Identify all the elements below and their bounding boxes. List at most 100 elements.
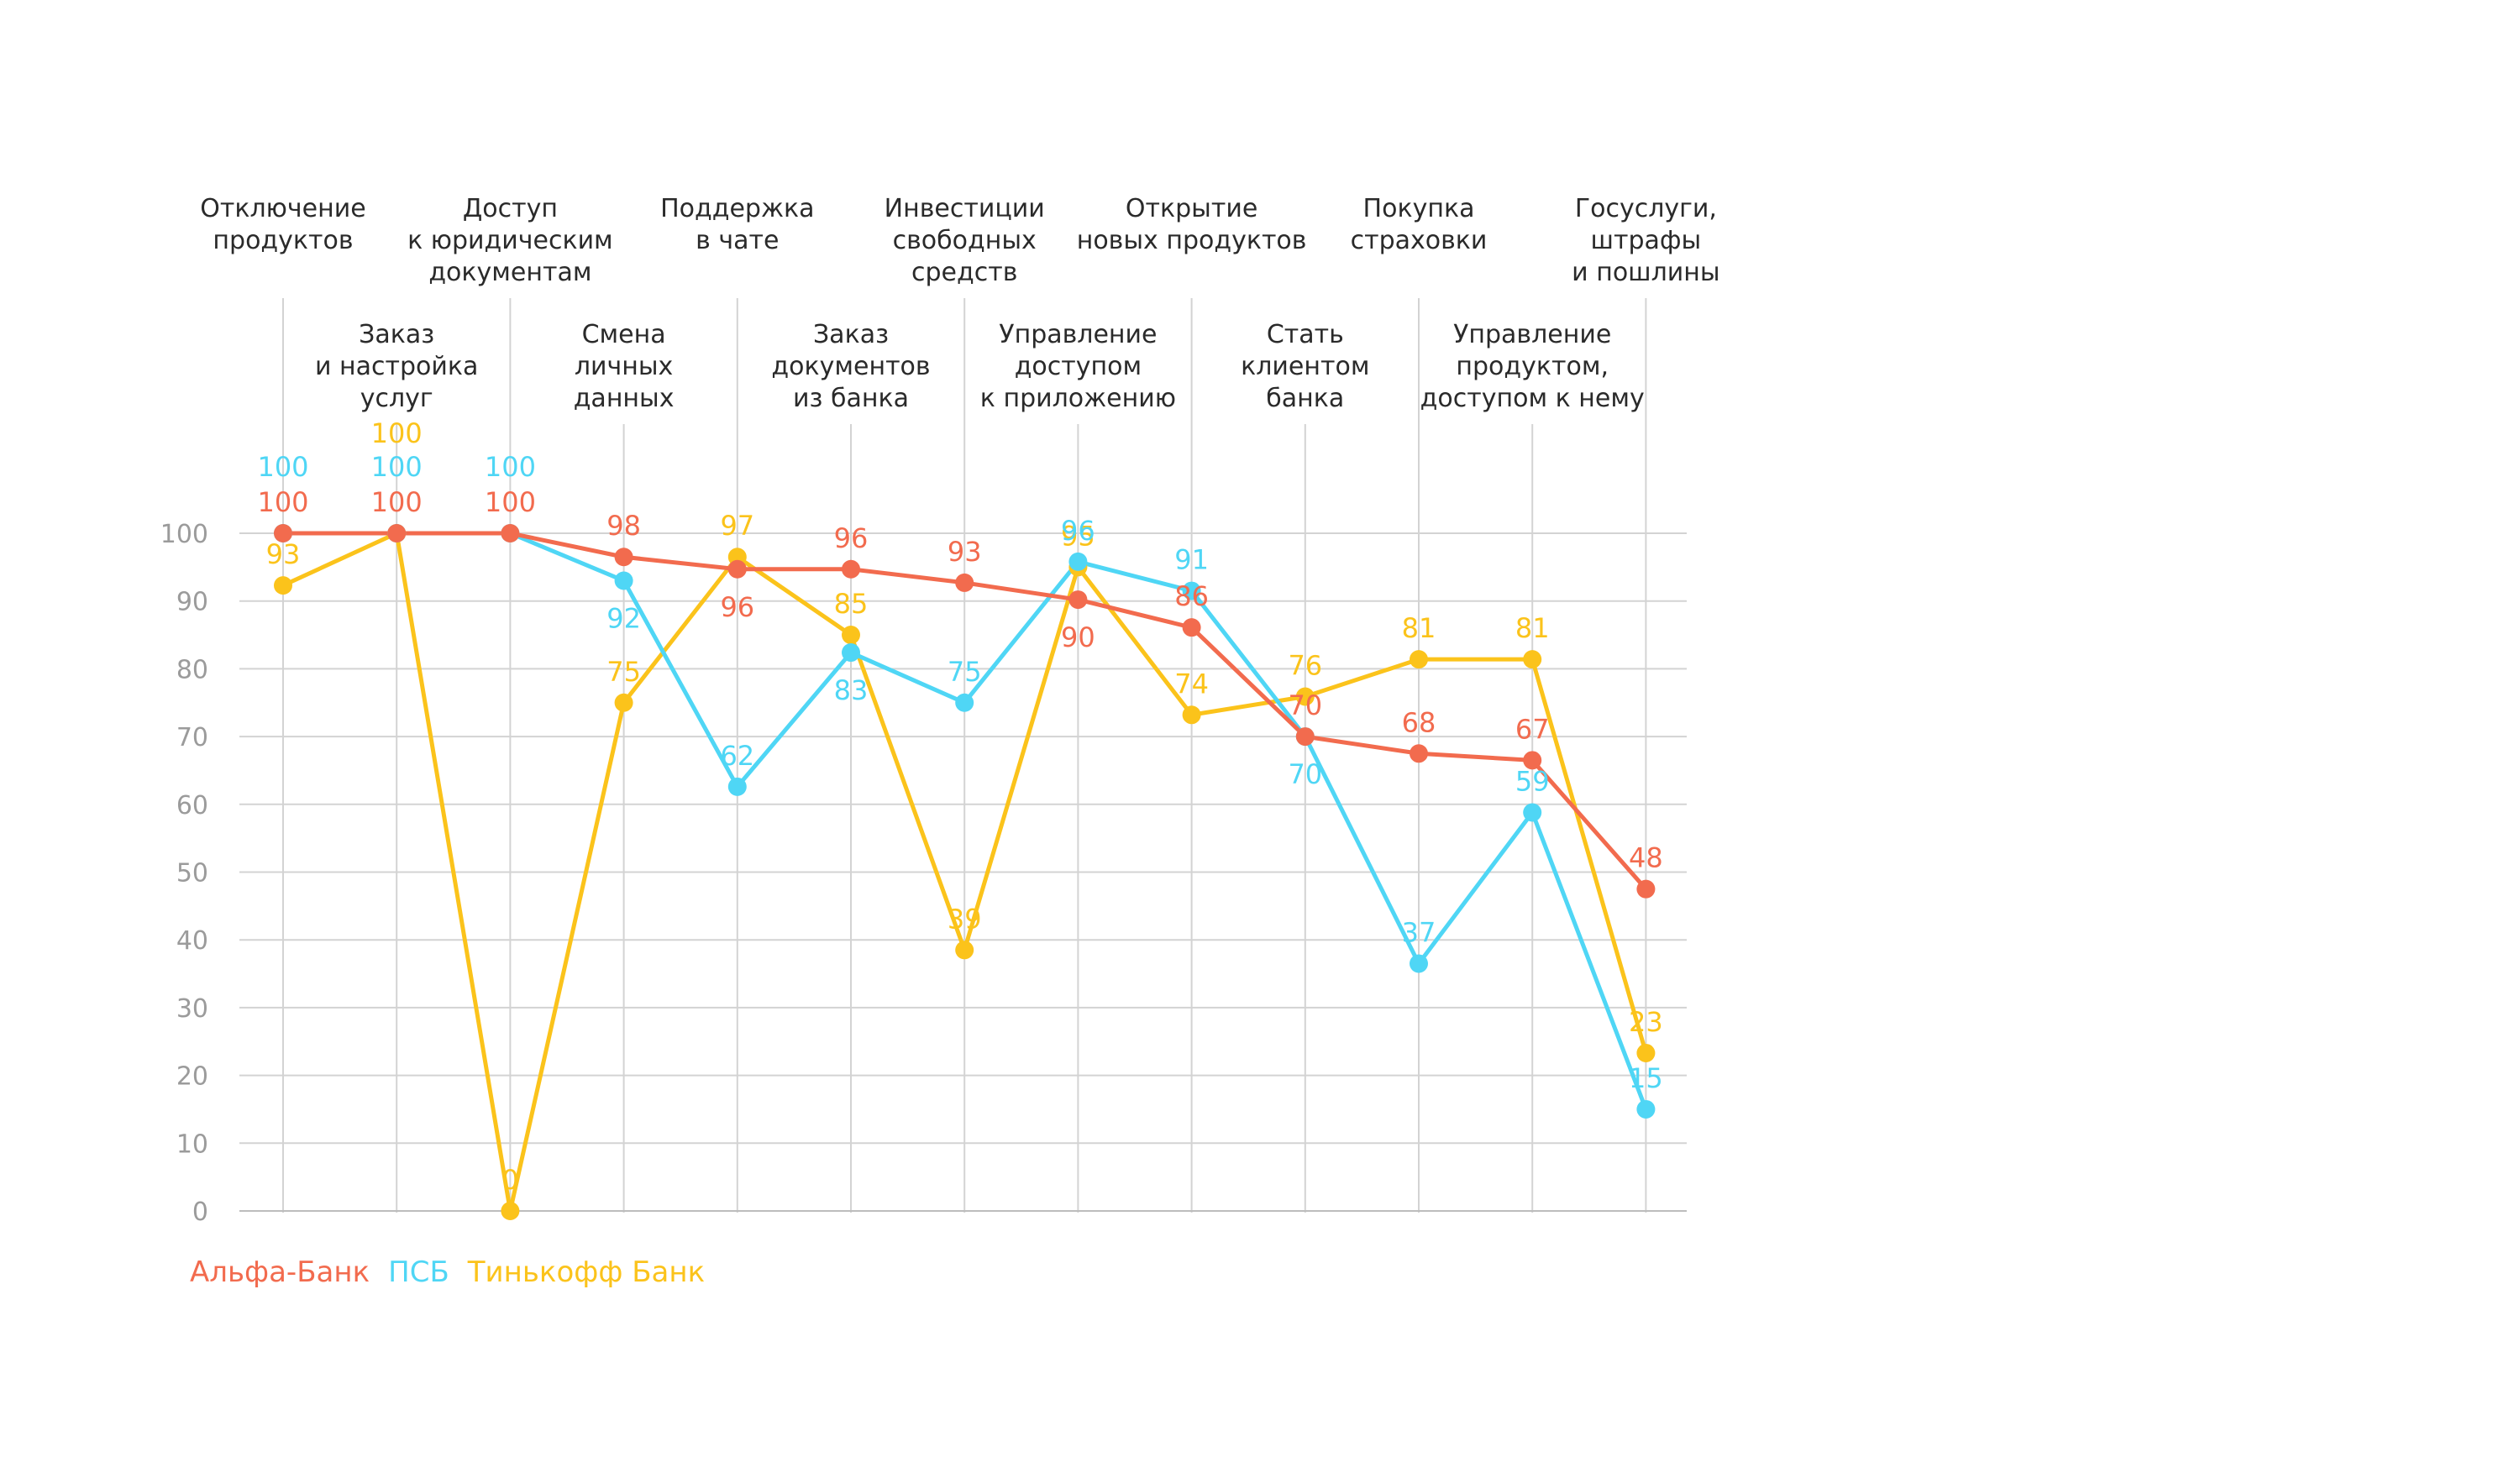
data-point: [1068, 552, 1088, 571]
legend-item: ПСБ: [388, 1255, 449, 1289]
category-label-line: из банка: [793, 384, 909, 413]
data-point: [1182, 705, 1201, 725]
data-point: [1182, 581, 1201, 600]
data-label: 59: [1515, 765, 1550, 797]
category-label-line: документов: [771, 352, 930, 381]
category-labels: Отключение продуктов Заказ и настройка услуг…: [200, 194, 1719, 413]
category-label-line: Покупка: [1363, 194, 1475, 223]
y-tick-label: 0: [192, 1198, 208, 1227]
legend-item: Тинькофф Банк: [467, 1255, 705, 1289]
data-point: [274, 576, 292, 595]
category-label-line: и пошлины: [1572, 258, 1719, 287]
data-point: [614, 548, 633, 567]
category-label-line: Управление: [1453, 320, 1611, 349]
category-label: Заказ и настройка услуг: [315, 320, 478, 413]
category-label: Госуслуги, штрафы и пошлины: [1572, 194, 1719, 287]
y-tick-label: 50: [176, 859, 208, 888]
category-label: Стать клиентом банка: [1241, 320, 1369, 413]
y-tick-label: 10: [176, 1129, 208, 1159]
data-point: [955, 941, 974, 960]
data-point: [842, 559, 860, 579]
data-label: 91: [1174, 544, 1209, 576]
category-label-line: страховки: [1351, 226, 1488, 255]
data-label: 85: [834, 588, 869, 620]
y-tick-label: 90: [176, 588, 208, 617]
category-label-line: Доступ: [463, 194, 558, 223]
category-label-line: Стать: [1267, 320, 1344, 349]
data-label: 96: [720, 591, 754, 623]
category-label: Инвестиции свободных средств: [885, 194, 1045, 287]
data-label: 97: [720, 510, 754, 542]
data-point: [727, 777, 747, 796]
y-axis-tick-labels: 0 10 20 30 40 50 60 70 80 90 100: [160, 520, 208, 1227]
data-label: 83: [834, 674, 869, 706]
data-label: 81: [1402, 612, 1436, 644]
category-label-line: документам: [428, 258, 591, 287]
category-label-line: свободных: [893, 226, 1037, 255]
category-label: Заказ документов из банка: [771, 320, 930, 413]
data-label: 98: [606, 510, 641, 542]
data-label: 95: [1061, 520, 1095, 552]
category-label-line: доступом: [1015, 352, 1142, 381]
category-label-line: средств: [911, 258, 1017, 287]
category-label-line: банка: [1266, 384, 1344, 413]
category-label: Доступ к юридическим документам: [407, 194, 613, 287]
category-label-line: Смена: [582, 320, 666, 349]
data-point: [842, 626, 860, 645]
category-label-line: Госуслуги,: [1575, 194, 1717, 223]
data-label: 92: [606, 602, 641, 634]
legend-item: Альфа-Банк: [190, 1255, 370, 1289]
data-point: [387, 524, 407, 542]
category-label-line: личных: [575, 352, 673, 381]
category-label-line: клиентом: [1241, 352, 1369, 381]
data-point: [1410, 954, 1428, 973]
data-point: [955, 573, 974, 592]
category-label: Смена личных данных: [574, 320, 675, 413]
data-label: 68: [1402, 706, 1436, 738]
data-point: [1410, 650, 1428, 669]
category-label: Отключение продуктов: [200, 194, 365, 255]
data-label: 48: [1629, 842, 1663, 874]
y-tick-label: 60: [176, 791, 208, 820]
data-label: 37: [1402, 916, 1436, 948]
data-point: [274, 524, 292, 542]
data-point: [727, 559, 747, 579]
category-label-line: в чате: [696, 226, 779, 255]
category-label-line: данных: [574, 384, 675, 413]
data-label: 67: [1515, 713, 1550, 745]
data-label: 75: [606, 656, 641, 688]
data-label: 100: [485, 486, 536, 518]
data-label: 93: [266, 538, 301, 570]
category-label-line: Заказ: [359, 320, 434, 349]
data-point: [1410, 744, 1428, 763]
series-points: [274, 524, 1656, 1220]
category-label-line: продуктов: [213, 226, 353, 255]
data-point: [1523, 650, 1542, 669]
data-label: 62: [720, 740, 754, 772]
data-label: 100: [371, 451, 423, 483]
category-label: Управление продуктом, доступом к нему: [1420, 320, 1645, 413]
category-label-line: Поддержка: [660, 194, 814, 223]
data-label: 39: [948, 903, 982, 935]
data-label: 76: [1288, 649, 1322, 681]
data-point: [614, 571, 633, 590]
category-label-line: услуг: [360, 384, 433, 413]
data-point: [1523, 751, 1542, 770]
data-label: 15: [1629, 1062, 1663, 1094]
data-label: 100: [257, 486, 308, 518]
legend: Альфа-Банк ПСБ Тинькофф Банк: [190, 1255, 705, 1289]
category-label-line: и настройка: [315, 352, 478, 381]
data-point: [614, 693, 633, 712]
category-label-line: Отключение: [200, 194, 365, 223]
data-label: 96: [834, 522, 869, 554]
y-tick-label: 20: [176, 1062, 208, 1092]
data-point: [1523, 803, 1542, 822]
data-point: [1295, 687, 1315, 706]
data-label: 96: [1061, 515, 1095, 547]
category-label-line: новых продуктов: [1077, 226, 1307, 255]
data-point: [1182, 618, 1201, 637]
data-label: 23: [1629, 1006, 1663, 1038]
data-point: [1295, 727, 1315, 747]
horizontal-gridlines: [239, 532, 1687, 1212]
category-label: Поддержка в чате: [660, 194, 814, 255]
